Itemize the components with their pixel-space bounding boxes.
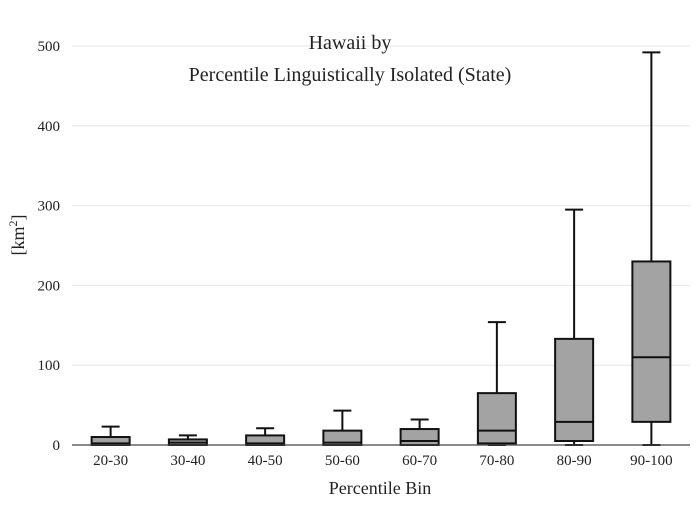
x-tick-label-90-100: 90-100 <box>630 453 673 469</box>
x-tick-label-30-40: 30-40 <box>170 453 205 469</box>
y-axis-title-superscript: 2 <box>6 221 20 227</box>
boxes <box>90 51 672 447</box>
box-30-40 <box>167 434 208 447</box>
box-iqr <box>399 428 440 447</box>
x-tick-label-60-70: 60-70 <box>402 453 437 469</box>
box-70-80 <box>476 321 517 446</box>
x-tick-label-50-60: 50-60 <box>325 453 360 469</box>
y-tick-labels: 0 100 200 300 400 500 <box>38 39 61 454</box>
y-tick-label: 0 <box>53 438 61 454</box>
y-axis-title-close: ] <box>8 215 28 221</box>
box-60-70 <box>399 418 440 447</box>
box-80-90 <box>554 208 595 446</box>
y-tick-label: 100 <box>38 358 61 374</box>
x-axis-title: Percentile Bin <box>329 478 431 498</box>
box-90-100 <box>631 51 672 446</box>
box-50-60 <box>322 409 363 446</box>
x-tick-label-80-90: 80-90 <box>557 453 592 469</box>
y-axis-title: [km2] <box>6 215 28 256</box>
chart-title-line-2: Percentile Linguistically Isolated (Stat… <box>189 64 512 86</box>
y-tick-label: 200 <box>38 278 61 294</box>
box-iqr <box>476 392 517 445</box>
y-tick-label: 500 <box>38 39 61 55</box>
x-tick-labels: 20-30 30-40 40-50 50-60 60-70 70-80 80-90 90-10… <box>93 453 673 469</box>
box-40-50 <box>245 427 286 447</box>
y-axis-title-base: [km <box>8 227 28 256</box>
gridlines <box>72 45 690 366</box>
box-iqr <box>554 337 595 443</box>
x-tick-label-70-80: 70-80 <box>479 453 514 469</box>
x-tick-label-20-30: 20-30 <box>93 453 128 469</box>
chart-title-line-1: Hawaii by <box>309 32 392 54</box>
x-tick-label-40-50: 40-50 <box>248 453 283 469</box>
box-20-30 <box>90 425 131 446</box>
y-tick-label: 400 <box>38 119 61 135</box>
box-iqr <box>631 260 672 423</box>
y-tick-label: 300 <box>38 199 61 215</box>
